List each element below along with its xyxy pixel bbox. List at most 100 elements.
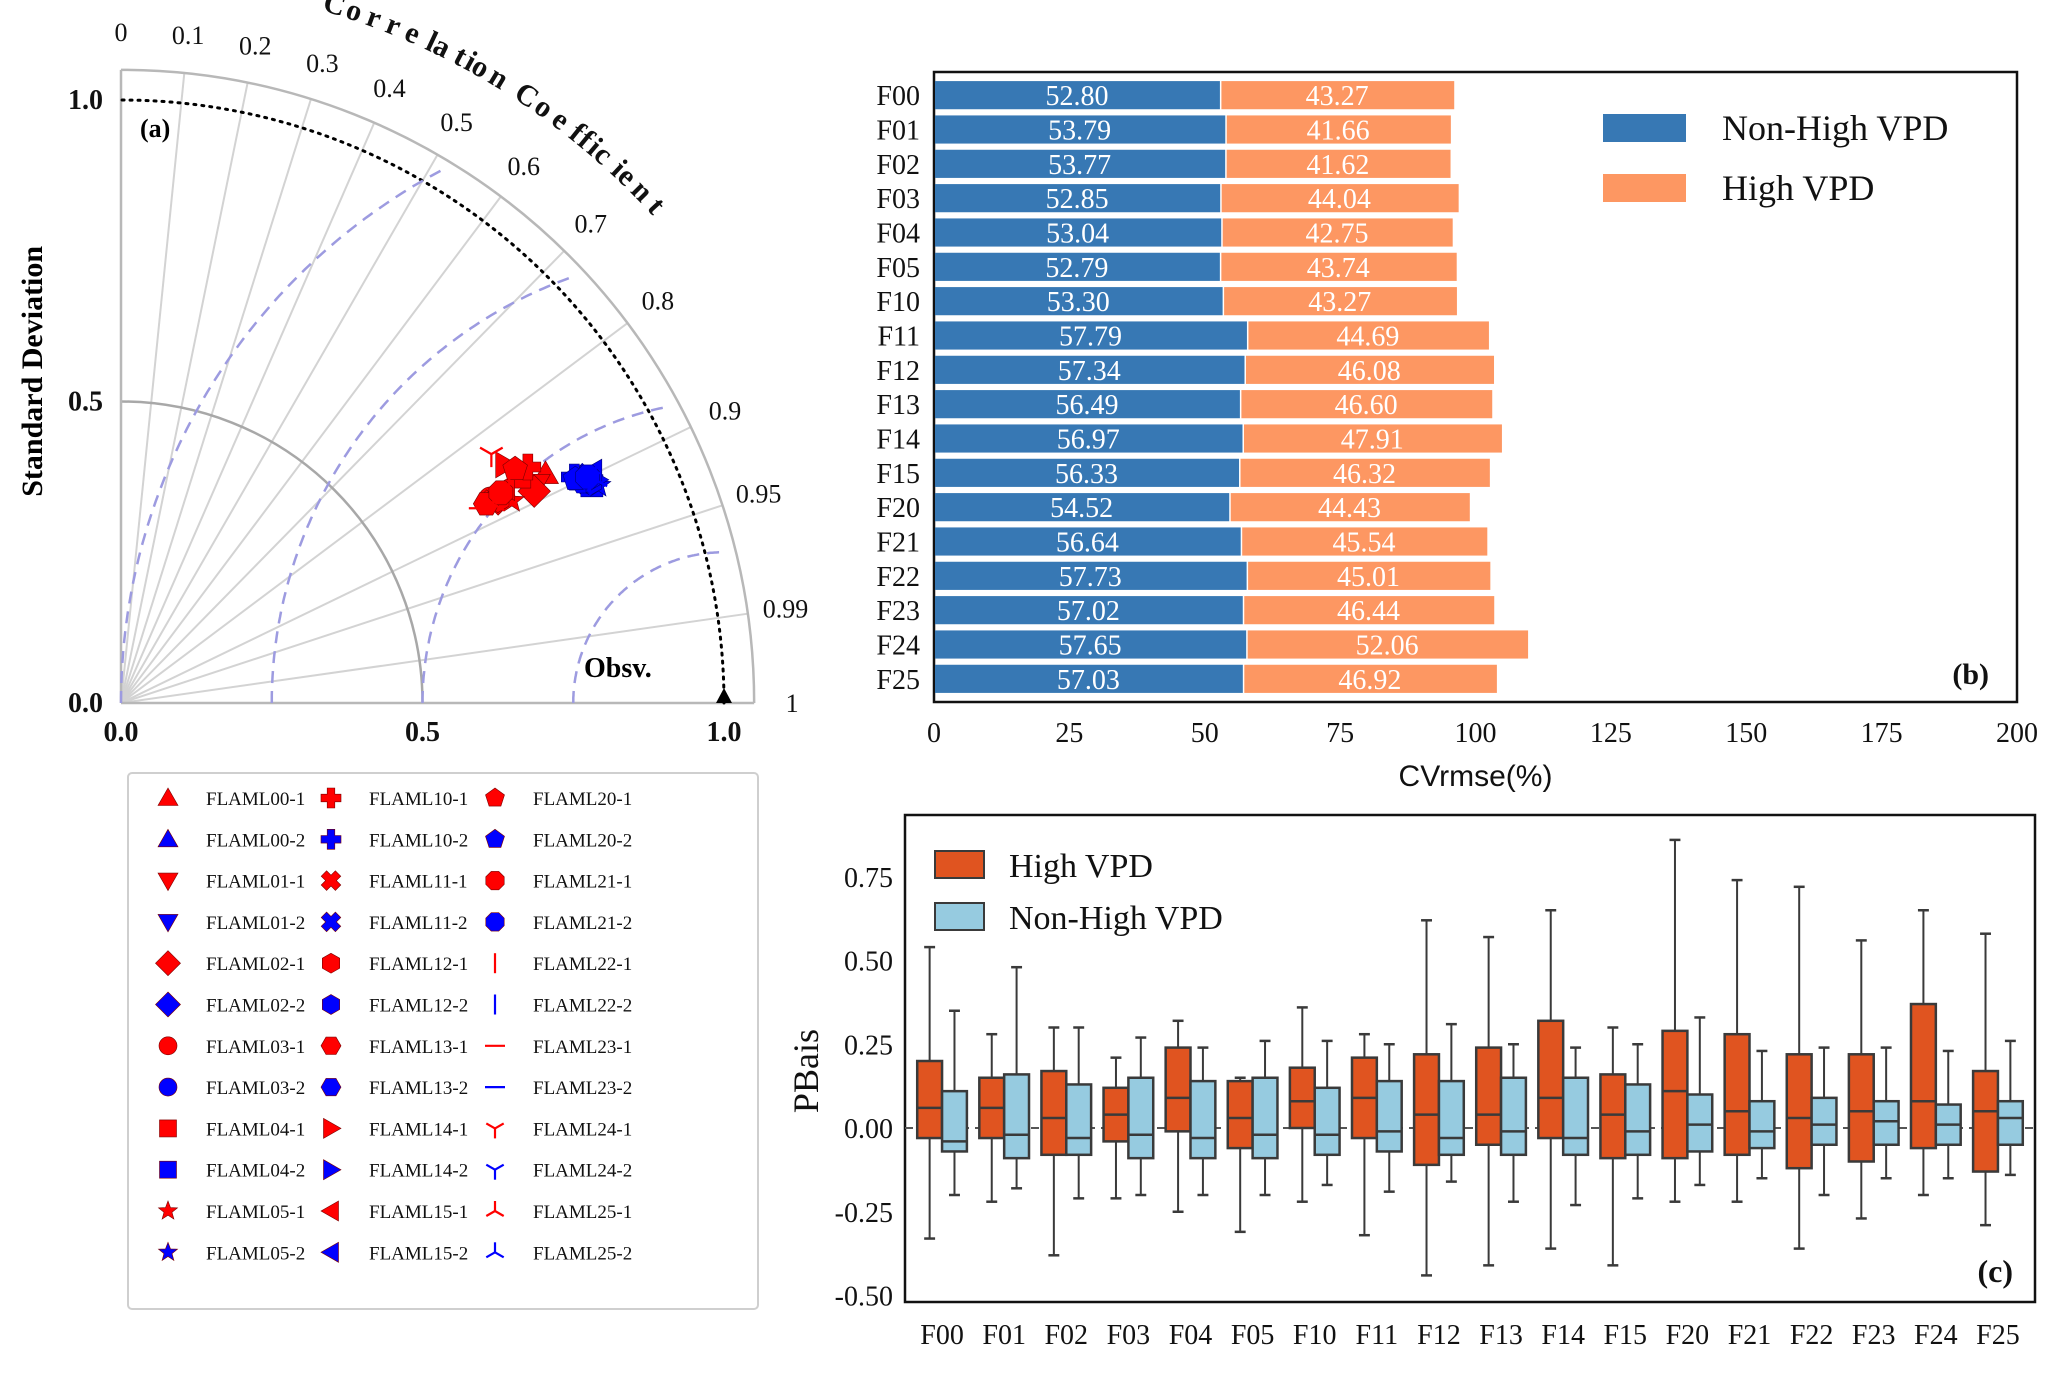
bar-value-label: 46.32 (1333, 459, 1396, 490)
legend-marker-flaml12-2 (321, 994, 341, 1015)
legend-frame (127, 772, 759, 1310)
legend-label: FLAML14-1 (369, 1119, 468, 1140)
x-axis-label: CVrmse(%) (1399, 760, 1553, 793)
bar-non-high-vpd-f15 (935, 458, 1240, 487)
box-iqr (1313, 1086, 1341, 1157)
bar-value-label: 56.64 (1056, 528, 1119, 559)
tri-stroke (481, 503, 494, 512)
box-high-vpd-f11 (1350, 1032, 1379, 1237)
legend-swatch (934, 902, 985, 931)
bar-chart-panel: 52.80 43.27 F00 53.79 41.66 F01 53.77 41.62 F02 5… (876, 70, 2038, 793)
x-tick-label: F15 (1603, 1320, 1647, 1351)
tri-stroke (485, 1210, 496, 1217)
y-tick-label: F03 (876, 184, 920, 215)
correlation-tick-label: 0.3 (306, 49, 339, 78)
legend-label: FLAML21-2 (533, 913, 632, 934)
legend-label: FLAML22-1 (533, 954, 632, 975)
correlation-tick-label: 0 (115, 18, 128, 47)
correlation-gridline (120, 195, 502, 704)
box-high-vpd-f13 (1474, 935, 1503, 1267)
box-high-vpd-f02 (1040, 1026, 1068, 1257)
y-tick-label: 0.25 (844, 1030, 893, 1061)
box-iqr (1288, 1066, 1316, 1130)
correlation-tick-label: 0.2 (239, 31, 272, 60)
reference-label: Obsv. (584, 653, 652, 684)
y-tick-label: F24 (876, 631, 920, 662)
legend-label: FLAML11-1 (369, 872, 468, 893)
box-iqr (1065, 1083, 1093, 1157)
bar-non-high-vpd-f21 (935, 527, 1241, 556)
box-non-high-vpd-f12 (1437, 1022, 1466, 1183)
bar-non-high-vpd-f04 (935, 218, 1222, 247)
x-tick-label: F02 (1044, 1320, 1088, 1351)
y-tick-label: 0.00 (844, 1114, 893, 1145)
box-non-high-vpd-f04 (1189, 1046, 1217, 1197)
legend-label: FLAML24-2 (533, 1161, 632, 1182)
bar-value-label: 57.02 (1057, 596, 1120, 627)
legend-marker-flaml10-2 (320, 828, 342, 850)
taylor-point-flaml21-1 (488, 480, 514, 506)
box-non-high-vpd-f23 (1872, 1046, 1900, 1180)
y-tick-label: F02 (876, 150, 920, 181)
bar-high-vpd-f24 (1247, 630, 1529, 659)
taylor-correlation-tick-labels: 0 0.1 0.2 0.3 0.4 0.5 0.6 0.7 0.8 0.9 0.95 0.99 1 (115, 18, 809, 718)
x-tick-label: 100 (1455, 718, 1497, 749)
correlation-tick-label: 0.95 (736, 479, 782, 508)
legend-marker-flaml04-2 (159, 1160, 177, 1179)
taylor-rmsd-contours (119, 169, 726, 703)
tri-stroke (494, 1163, 505, 1171)
legend-label: FLAML04-2 (206, 1161, 305, 1182)
tri-stroke (485, 1251, 496, 1259)
box-non-high-vpd-f02 (1065, 1026, 1093, 1200)
box-high-vpd-f10 (1288, 1006, 1316, 1203)
y-tick-label: 0.75 (844, 863, 893, 894)
box-iqr (1226, 1079, 1254, 1150)
box-high-vpd-f21 (1723, 878, 1751, 1203)
legend-label: FLAML20-2 (533, 830, 632, 851)
box-iqr (1040, 1069, 1068, 1157)
x-tick-label: 200 (1996, 718, 2038, 749)
bar-non-high-vpd-f20 (935, 493, 1230, 522)
bar-value-label: 57.65 (1059, 631, 1122, 662)
box-iqr (1723, 1032, 1751, 1157)
correlation-tick-label: 0.9 (709, 396, 742, 425)
correlation-gridline (120, 72, 186, 704)
legend-marker-flaml25-1 (485, 1201, 505, 1217)
legend-marker-flaml10-1 (320, 787, 342, 809)
x-tick-label: 0 (927, 718, 941, 749)
box-iqr (1996, 1099, 2025, 1146)
x-tick-label: F01 (982, 1320, 1026, 1351)
y-tick-label: 0.50 (844, 947, 893, 978)
box-high-vpd-f25 (1971, 932, 2000, 1227)
legend-marker-flaml01-2 (157, 914, 179, 933)
y-tick-label: F11 (877, 322, 920, 353)
bar-non-high-vpd-f22 (935, 561, 1247, 590)
y-tick-label: F13 (876, 390, 920, 421)
reference-marker (716, 688, 732, 703)
bar-value-label: 42.75 (1305, 219, 1368, 250)
x-tick-label: 150 (1725, 718, 1767, 749)
legend-label: FLAML03-1 (206, 1037, 305, 1058)
box-iqr (1624, 1083, 1652, 1157)
x-tick-label: F23 (1852, 1320, 1896, 1351)
taylor-grid (119, 68, 756, 705)
box-high-vpd-f22 (1785, 885, 1813, 1250)
x-tick-label: F13 (1479, 1320, 1523, 1351)
taylor-std-ticks: 0.00.0 0.5 0.5 1.0 1.0 (68, 85, 742, 748)
x-tick-label: 125 (1590, 718, 1632, 749)
legend-label: FLAML02-2 (206, 996, 305, 1017)
bar-value-label: 46.08 (1338, 356, 1401, 387)
legend-label: FLAML13-1 (369, 1037, 468, 1058)
legend-label: FLAML04-1 (206, 1119, 305, 1140)
std-tick-label-y: 0.0 (68, 688, 103, 719)
bar-high-vpd-f22 (1248, 561, 1491, 590)
y-axis-label: PBais (786, 1029, 826, 1113)
box-iqr (1164, 1046, 1192, 1133)
legend-label: FLAML20-1 (533, 789, 632, 810)
x-tick-label: F20 (1666, 1320, 1710, 1351)
angular-label-char: r (381, 7, 406, 43)
bar-high-vpd-f13 (1241, 390, 1493, 419)
bar-high-vpd-f05 (1221, 252, 1457, 281)
legend-marker-flaml01-1 (157, 872, 179, 892)
box-iqr (915, 1059, 944, 1140)
